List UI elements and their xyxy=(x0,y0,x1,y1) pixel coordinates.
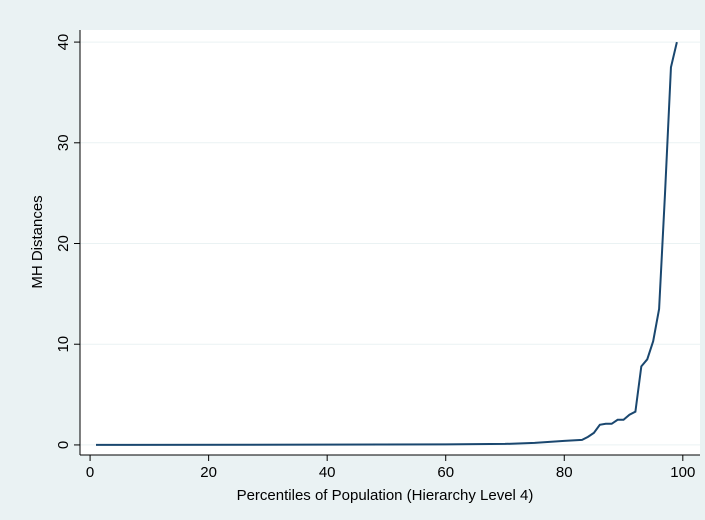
y-tick-label: 30 xyxy=(55,134,72,151)
plot-area xyxy=(80,30,700,455)
y-tick-label: 10 xyxy=(55,336,72,353)
x-tick-label: 100 xyxy=(670,464,695,481)
y-tick-label: 20 xyxy=(55,235,72,252)
y-tick-label: 0 xyxy=(55,441,72,449)
x-tick-label: 80 xyxy=(556,464,573,481)
x-tick-label: 20 xyxy=(200,464,217,481)
x-tick-label: 0 xyxy=(86,464,94,481)
x-tick-label: 40 xyxy=(319,464,336,481)
data-line xyxy=(96,41,678,446)
x-tick-label: 60 xyxy=(437,464,454,481)
y-tick-label: 40 xyxy=(55,34,72,51)
x-axis-title: Percentiles of Population (Hierarchy Lev… xyxy=(237,487,534,504)
y-axis-title: MH Distances xyxy=(29,195,46,288)
